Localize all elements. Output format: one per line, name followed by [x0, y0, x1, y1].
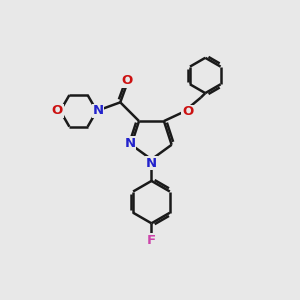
Text: N: N — [124, 137, 135, 150]
Text: N: N — [146, 157, 157, 170]
Text: O: O — [121, 74, 132, 87]
Text: F: F — [147, 234, 156, 247]
Text: N: N — [93, 104, 104, 117]
Text: O: O — [182, 105, 194, 118]
Text: O: O — [52, 104, 63, 117]
